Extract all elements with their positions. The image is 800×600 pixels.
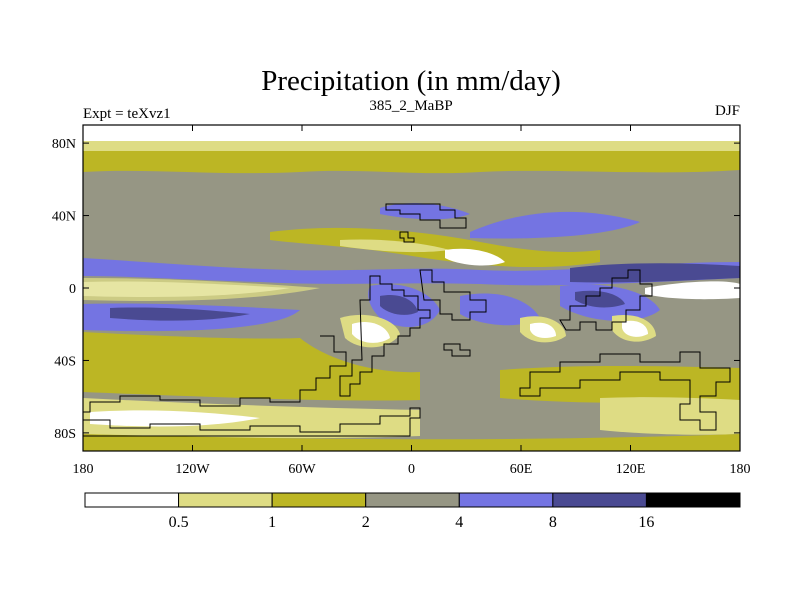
- arctic-dry-region: [83, 125, 740, 141]
- colorbar-label-3: 4: [455, 514, 463, 531]
- south-high-lat-east: [600, 397, 740, 435]
- y-tick-label-1: 40N: [52, 210, 76, 225]
- x-tick-label-5: 120E: [616, 462, 646, 477]
- africa-outline: [419, 269, 487, 321]
- africa-wet: [460, 293, 540, 326]
- experiment-label: Expt = teXvz1: [83, 106, 171, 122]
- y-tick-label-2: 0: [69, 282, 76, 297]
- east-southern-outline: [519, 351, 731, 431]
- period-label: 385_2_MaBP: [369, 98, 452, 114]
- south-desert-3: [622, 320, 648, 337]
- antarctic-dry-west: [90, 410, 260, 427]
- south-east-band: [500, 366, 740, 403]
- south-pacific-core: [110, 307, 250, 321]
- x-tick-label-2: 60W: [288, 462, 316, 477]
- colorbar-swatch-4: [458, 492, 554, 508]
- y-tick-label-0: 80N: [52, 137, 76, 152]
- colorbar-swatch-6: [645, 492, 741, 508]
- colorbar: 0.5 1 2 4 8 16: [84, 492, 741, 531]
- southern-continent-outline: [83, 335, 347, 413]
- antarctic-band: [83, 434, 740, 451]
- chart-title: Precipitation (in mm/day): [261, 65, 561, 97]
- north-desert: [445, 248, 505, 266]
- season-label: DJF: [715, 103, 740, 119]
- x-tick-label-3: 0: [408, 462, 415, 477]
- north-atlantic-wet: [380, 203, 470, 220]
- colorbar-label-5: 16: [638, 514, 654, 531]
- colorbar-swatch-5: [552, 492, 647, 508]
- x-tick-label-6: 180: [730, 462, 751, 477]
- island-outline: [399, 231, 415, 243]
- north-atlantic-coast: [385, 203, 467, 229]
- x-tick-label-4: 60E: [510, 462, 533, 477]
- amazon-core: [380, 294, 418, 315]
- equator-band-edge-west: [83, 278, 320, 301]
- asia-outline: [559, 269, 653, 331]
- maritime-core: [575, 290, 625, 308]
- colorbar-label-2: 2: [362, 514, 370, 531]
- precipitation-field: [83, 125, 740, 451]
- x-tick-label-0: 180: [73, 462, 94, 477]
- colorbar-label-0: 0.5: [169, 514, 189, 531]
- high-lat-band: [83, 151, 740, 174]
- colorbar-label-4: 8: [549, 514, 557, 531]
- equator-dry-tongue-east: [645, 281, 740, 300]
- x-axis: 180 120W 60W 0 60E 120E 180: [73, 125, 751, 477]
- y-axis: 80N 40N 0 40S 80S: [52, 137, 740, 442]
- eurasia-wet-pocket: [470, 211, 640, 239]
- x-tick-label-1: 120W: [175, 462, 210, 477]
- colorbar-swatch-2: [271, 492, 367, 508]
- colorbar-label-1: 1: [268, 514, 276, 531]
- colorbar-swatch-1: [178, 492, 273, 508]
- colorbar-swatch-0: [84, 492, 180, 508]
- antarctic-outline: [83, 407, 421, 437]
- south-desert-2: [530, 322, 556, 338]
- americas-outline: [339, 275, 431, 397]
- y-tick-label-3: 40S: [54, 354, 76, 369]
- continent-outlines: [83, 203, 731, 437]
- colorbar-swatch-3: [365, 492, 460, 508]
- arctic-band: [83, 141, 740, 151]
- north-subtropic-arid: [340, 239, 450, 253]
- small-island-outline: [443, 343, 471, 357]
- south-mid-band: [83, 332, 420, 401]
- y-tick-label-4: 80S: [54, 427, 76, 442]
